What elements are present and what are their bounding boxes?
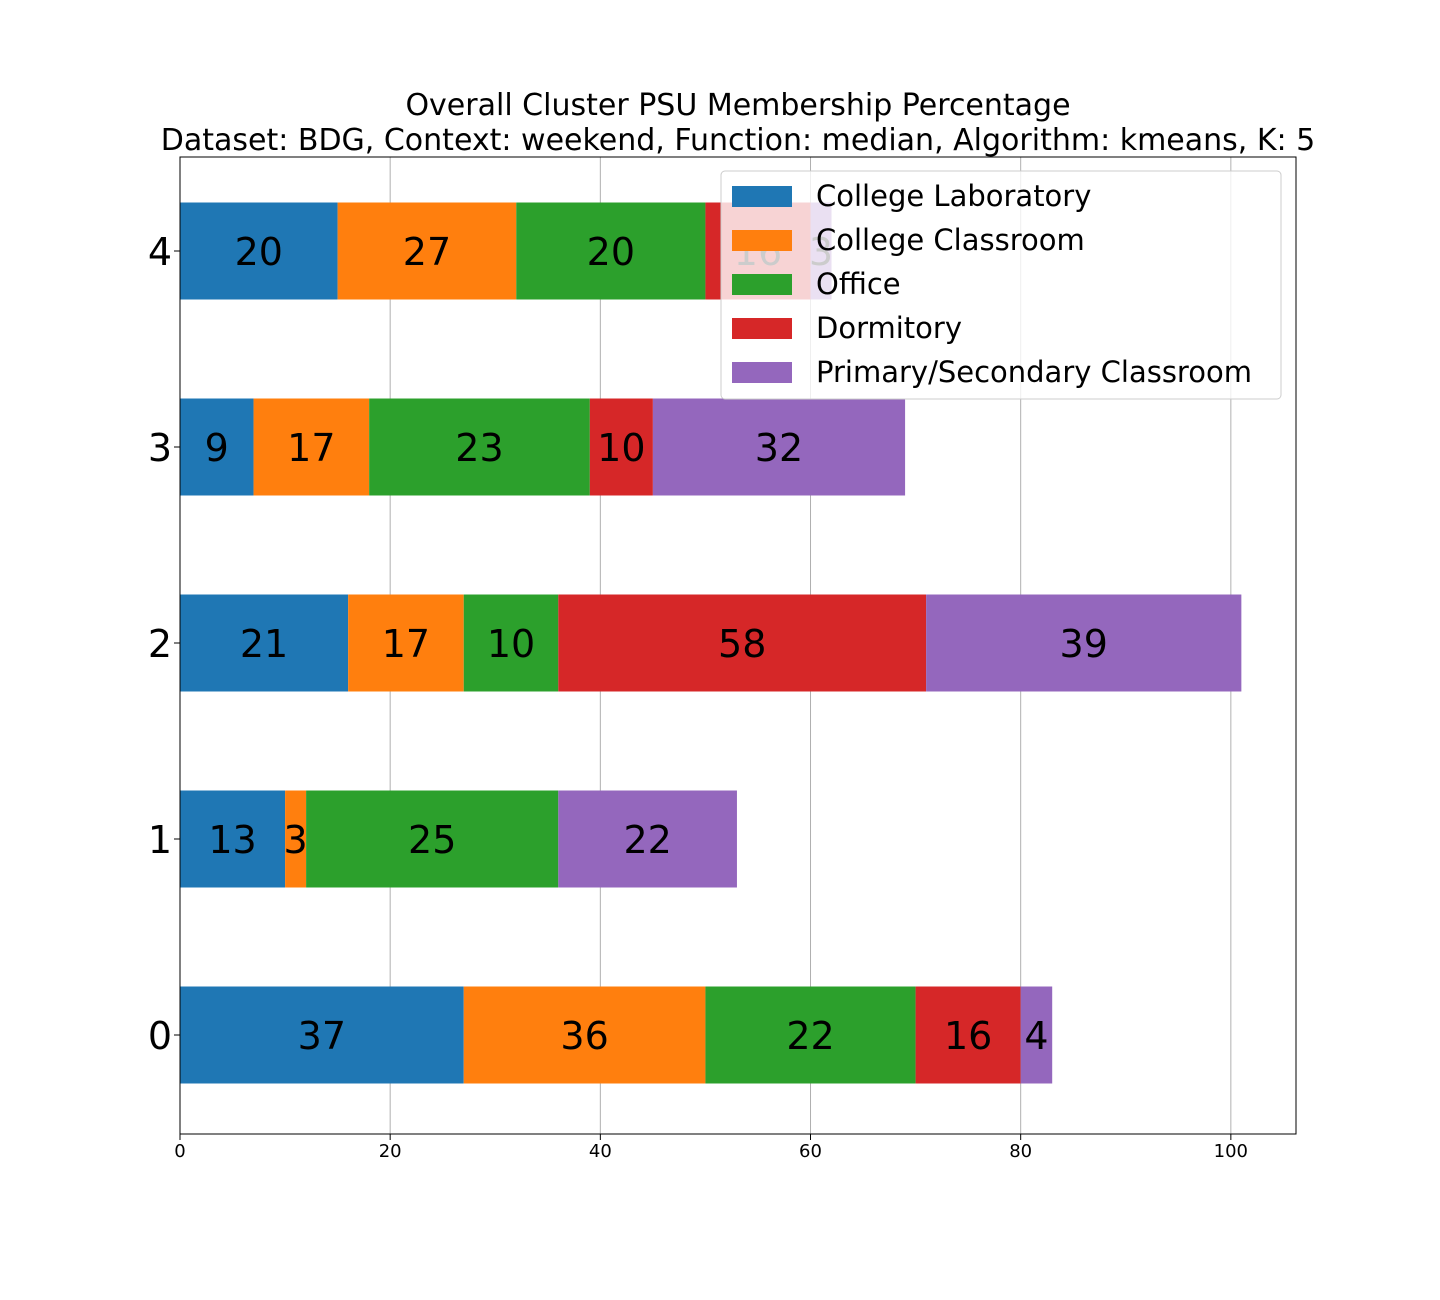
bar-segment [180,398,254,496]
bar-value-label: 27 [403,230,451,274]
bar-segment [1020,986,1053,1084]
bar-value-label: 17 [382,622,430,666]
legend-swatch [732,230,792,251]
legend-swatch [732,186,792,207]
bar-value-label: 20 [235,230,283,274]
bar-segment [589,398,653,496]
bar-value-label: 20 [587,230,635,274]
x-tick-label: 80 [1009,1141,1032,1162]
legend-label: College Classroom [816,223,1085,257]
chart-title-line-2: Dataset: BDG, Context: weekend, Function… [161,123,1316,158]
bar-value-label: 16 [944,1014,992,1058]
bar-segment [306,790,559,888]
y-tick-label: 2 [148,622,172,666]
bars [180,202,1242,1084]
bar-value-label: 10 [487,622,535,666]
bar-segment [253,398,370,496]
bar-value-label: 10 [597,426,645,470]
bar-segment [180,202,338,300]
legend-swatch [732,362,792,383]
legend-label: Dormitory [816,311,962,345]
y-tick-label: 1 [148,818,172,862]
bar-value-label: 39 [1060,622,1108,666]
y-tick-label: 4 [148,230,172,274]
legend-swatch [732,274,792,295]
bar-value-label: 9 [205,426,229,470]
bar-value-label: 21 [240,622,288,666]
bar-segment [516,202,706,300]
bar-value-label: 3 [283,818,307,862]
legend-label: College Laboratory [816,179,1091,213]
x-tick-label: 0 [174,1141,185,1162]
bar-segment [285,790,307,888]
bar-segment [180,790,286,888]
bar-segment [652,398,906,496]
legend-label: Primary/Secondary Classroom [816,355,1252,389]
y-axis: 0 1 2 3 4 [148,230,180,1058]
legend: College Laboratory College Classroom Offic… [720,170,1282,400]
plot-frame [179,156,1297,1135]
bar-value-label: 4 [1024,1014,1048,1058]
bar-segment [180,986,464,1084]
x-tick-label: 60 [799,1141,822,1162]
bar-segment [369,398,590,496]
legend-box [720,170,1282,400]
x-tick-label: 20 [379,1141,402,1162]
bar-segment [926,594,1242,692]
bar-segment [337,202,517,300]
bar-value-label: 22 [786,1014,834,1058]
legend-swatch [732,318,792,339]
bar-segment [705,986,916,1084]
legend-label: Office [816,267,901,301]
x-tick-label: 40 [589,1141,612,1162]
bar-segment [558,594,927,692]
bar-value-label: 32 [755,426,803,470]
bar-segment [915,986,1021,1084]
x-tick-label: 100 [1214,1141,1248,1162]
y-tick-label: 3 [148,426,172,470]
bar-segment [558,790,737,888]
bar-value-label: 13 [208,818,256,862]
y-tick-label: 0 [148,1014,172,1058]
bar-segment [463,594,559,692]
chart-title-line-1: Overall Cluster PSU Membership Percentag… [405,88,1070,123]
bar-value-label: 22 [623,818,671,862]
x-axis: 0 20 40 60 80 100 [174,1134,1248,1162]
bar-value-label: 58 [718,622,766,666]
bar-value-label: 17 [287,426,335,470]
bar-value-label: 36 [560,1014,608,1058]
bar-segment [348,594,464,692]
bar-value-label: 25 [408,818,456,862]
bar-value-label: 37 [298,1014,346,1058]
bar-value-label: 23 [455,426,503,470]
bar-segment [463,986,706,1084]
bar-segment [180,594,349,692]
